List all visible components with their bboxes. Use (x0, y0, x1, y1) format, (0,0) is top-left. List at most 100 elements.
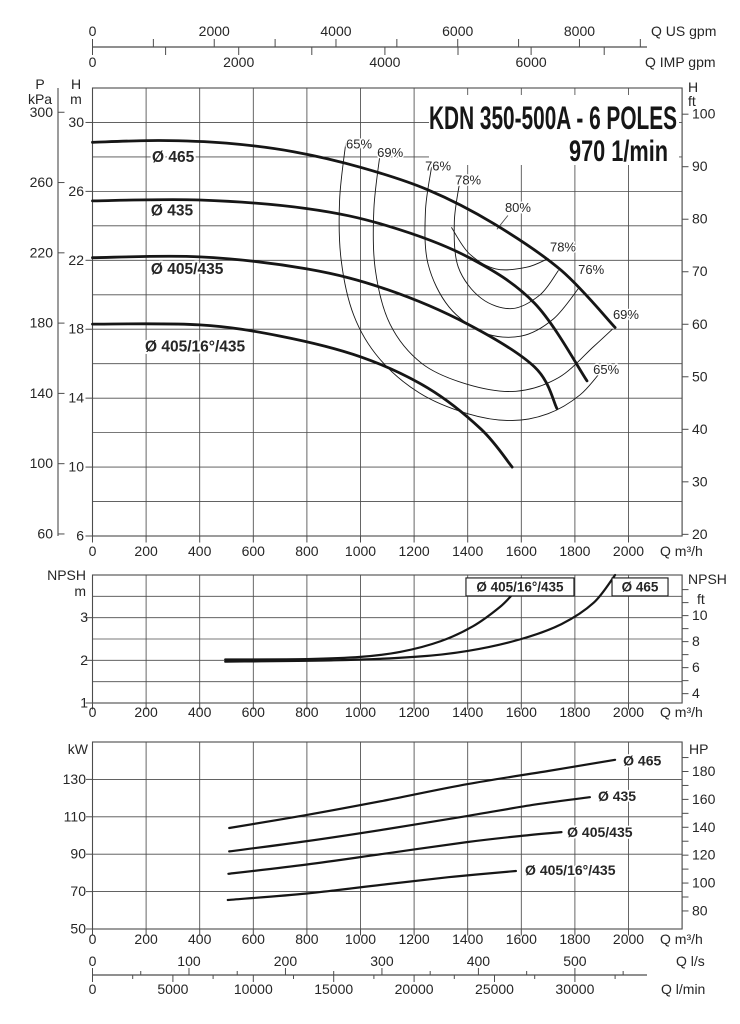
ft-tick-label: 80 (692, 211, 708, 227)
efficiency-label: 69% (377, 145, 403, 160)
imp-gpm-label: 6000 (516, 54, 547, 70)
x-tick-label: 2000 (613, 931, 644, 947)
title-line2: 970 1/min (569, 135, 668, 168)
x-tick-label: 400 (188, 931, 212, 947)
us-gpm-label: 6000 (442, 23, 473, 39)
hp-tick-label: 180 (692, 763, 716, 779)
x-tick-label: 0 (89, 543, 97, 559)
impeller-label: Ø 405/435 (151, 261, 224, 278)
npsh-right-unit: ft (697, 591, 705, 607)
us-gpm-label: 4000 (320, 23, 351, 39)
head-curve-Ø 405/16°/435 (91, 322, 514, 469)
hp-tick-label: 100 (692, 875, 716, 891)
imp-gpm-label: 4000 (369, 54, 400, 70)
power-curve-Ø 435 (228, 796, 591, 853)
x-tick-label: 600 (242, 931, 266, 947)
chart-title: KDN 350-500A - 6 POLES 970 1/min (429, 100, 677, 168)
x-tick-label: 1600 (506, 704, 537, 720)
x-axis-unit-label: Q m³/h (660, 543, 703, 559)
ft-tick-label: 100 (692, 106, 716, 122)
kw-axis-header: kW (68, 741, 89, 757)
y-tick-label: 110 (64, 808, 87, 824)
title-line1: KDN 350-500A - 6 POLES (429, 100, 677, 136)
impeller-label: Ø 405/16°/435 (145, 339, 246, 356)
npsh-right-header: NPSH (688, 571, 727, 587)
npsh-ft-label: 10 (692, 607, 708, 623)
imp-gpm-unit-label: Q IMP gpm (645, 54, 716, 70)
efficiency-contour-65% (338, 142, 604, 422)
ls-unit-label: Q l/s (676, 953, 705, 969)
ft-tick-label: 60 (692, 316, 708, 332)
title-mask (429, 95, 679, 165)
npsh-ft-label: 8 (692, 633, 700, 649)
x-tick-label: 1000 (345, 543, 376, 559)
y-tick-label: 26 (68, 183, 84, 199)
efficiency-label: 65% (346, 136, 372, 151)
x-tick-label: 1200 (399, 704, 430, 720)
x-tick-label: 800 (295, 704, 319, 720)
efficiency-label: 76% (425, 159, 451, 174)
efficiency-label: 76% (578, 262, 604, 277)
x-tick-label: 0 (89, 704, 97, 720)
efficiency-label: 80% (505, 200, 531, 215)
x-axis-unit-label: Q m³/h (660, 704, 703, 720)
npsh-curve-Ø 465 (224, 573, 617, 663)
h-axis-unit: m (70, 91, 82, 107)
lmin-label: 20000 (395, 981, 434, 997)
y-tick-label: 70 (70, 883, 86, 899)
hp-axis-header: HP (689, 741, 708, 757)
power-curve-label: Ø 405/435 (567, 824, 633, 840)
y-tick-label: 30 (68, 114, 84, 130)
y-tick-label: 2 (80, 652, 88, 668)
ls-label: 0 (89, 953, 97, 969)
p-tick-label: 100 (30, 455, 54, 471)
x-tick-label: 1800 (559, 931, 590, 947)
x-tick-label: 200 (134, 931, 158, 947)
efficiency-label: 78% (455, 172, 481, 187)
x-tick-label: 1600 (506, 931, 537, 947)
lmin-label: 10000 (234, 981, 273, 997)
power-curve-label: Ø 435 (598, 788, 636, 804)
ft-tick-label: 20 (692, 526, 708, 542)
x-tick-label: 1200 (399, 543, 430, 559)
lmin-label: 5000 (157, 981, 188, 997)
lmin-label: 30000 (555, 981, 594, 997)
npsh-left-unit: m (74, 583, 86, 599)
x-tick-label: 600 (242, 704, 266, 720)
x-tick-label: 400 (188, 543, 212, 559)
efficiency-contour-78% (453, 178, 559, 310)
x-tick-label: 200 (134, 543, 158, 559)
power-curve-label: Ø 405/16°/435 (525, 862, 616, 878)
ft-tick-label: 50 (692, 368, 708, 384)
h-axis-header: H (71, 76, 81, 92)
x-tick-label: 1800 (559, 704, 590, 720)
npsh-label-box (465, 577, 575, 597)
y-tick-label: 1 (80, 695, 88, 711)
p-tick-label: 300 (30, 104, 54, 120)
p-tick-label: 260 (30, 174, 54, 190)
y-tick-label: 50 (70, 921, 86, 937)
x-tick-label: 1000 (345, 704, 376, 720)
lmin-label: 15000 (314, 981, 353, 997)
npsh-curve-label: Ø 465 (622, 579, 659, 594)
y-tick-label: 14 (68, 390, 84, 406)
x-tick-label: 800 (295, 931, 319, 947)
us-gpm-label: 0 (89, 23, 97, 39)
hp-tick-label: 120 (692, 847, 716, 863)
x-tick-label: 800 (295, 543, 319, 559)
head-plot-border (91, 87, 683, 537)
us-gpm-unit-label: Q US gpm (651, 23, 716, 39)
x-tick-label: 1200 (399, 931, 430, 947)
lmin-label: 25000 (475, 981, 514, 997)
y-tick-label: 3 (80, 609, 88, 625)
x-tick-label: 2000 (613, 704, 644, 720)
ls-label: 400 (467, 953, 491, 969)
ft-tick-label: 30 (692, 473, 708, 489)
p-tick-label: 220 (30, 244, 54, 260)
x-tick-label: 1000 (345, 931, 376, 947)
imp-gpm-label: 0 (89, 54, 97, 70)
p-axis-unit: kPa (28, 91, 52, 107)
x-tick-label: 0 (89, 931, 97, 947)
lmin-label: 0 (89, 981, 97, 997)
power-curve-Ø 405/16°/435 (226, 869, 517, 902)
